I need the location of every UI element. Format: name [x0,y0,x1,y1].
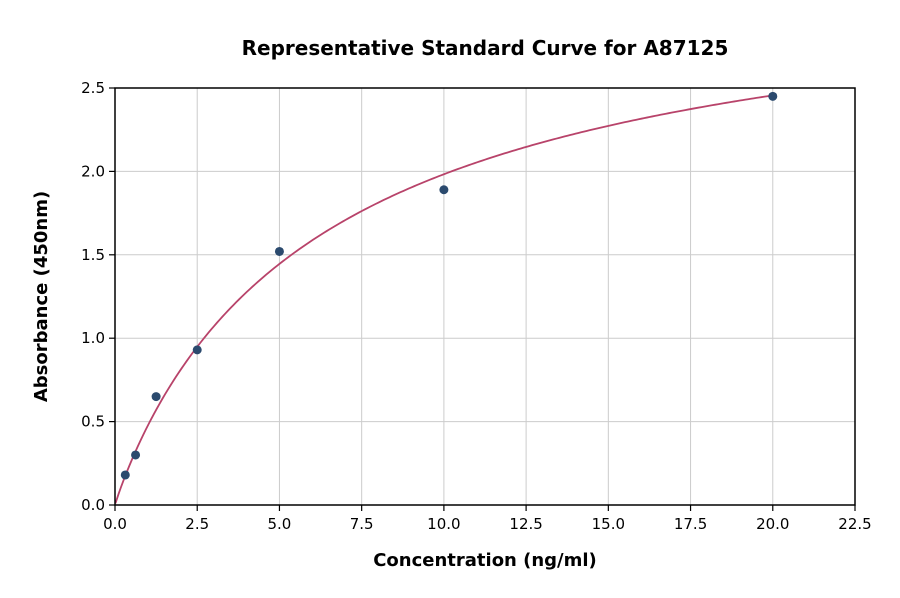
fit-curve-path [114,94,774,504]
data-point [151,392,161,402]
y-tick-label: 2.5 [81,79,105,97]
y-tick-label: 1.5 [81,246,105,264]
x-axis-label: Concentration (ng/ml) [373,550,597,571]
x-tick-label: 20.0 [756,515,789,533]
data-point [192,345,202,355]
y-tick-label: 0.0 [81,496,105,514]
x-tick-label: 2.5 [185,515,209,533]
fit-curve [114,94,774,504]
x-tick-label: 15.0 [592,515,625,533]
y-tick-label: 1.0 [81,329,105,347]
y-tick-label: 2.0 [81,162,105,180]
x-tick-label: 10.0 [427,515,460,533]
tick-marks-and-labels: 0.0 2.5 5.0 7.5 10.0 12.5 15.0 17.5 20.0 22.5 0.0 0… [81,79,872,533]
x-tick-label: 5.0 [268,515,292,533]
data-point [439,185,449,195]
x-tick-label: 7.5 [350,515,374,533]
y-tick-label: 0.5 [81,413,105,431]
data-point [768,91,778,101]
x-tick-label: 12.5 [509,515,542,533]
data-point [274,246,284,256]
data-point [131,450,141,460]
x-tick-label: 22.5 [838,515,871,533]
data-points [120,91,778,480]
data-point [120,470,130,480]
x-tick-label: 17.5 [674,515,707,533]
plot-frame-rect [114,87,856,506]
y-axis-label: Absorbance (450nm) [31,191,52,402]
plot-frame [114,87,856,506]
x-tick-label: 0.0 [103,515,127,533]
chart-title: Representative Standard Curve for A87125 [242,36,729,60]
